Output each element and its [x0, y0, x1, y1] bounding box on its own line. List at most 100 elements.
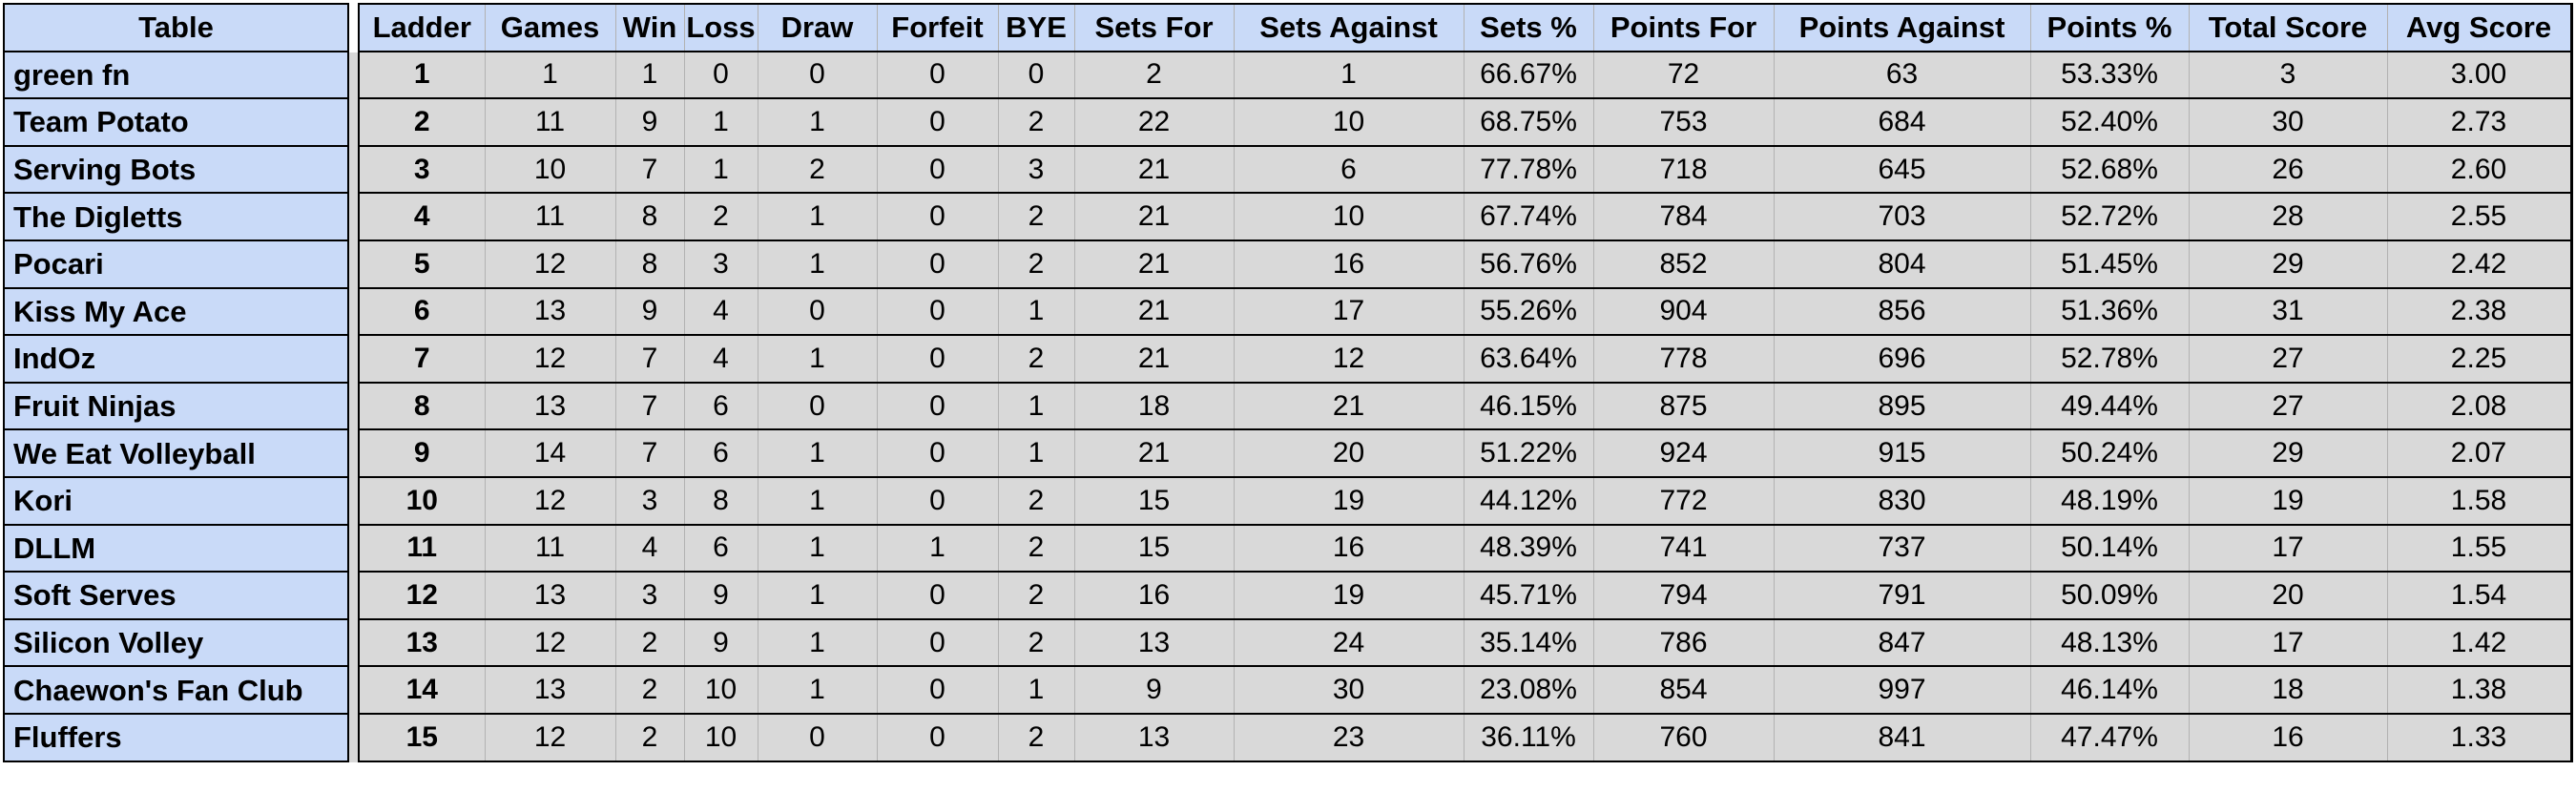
table-row: Serving Bots [4, 144, 348, 195]
avg-score-cell: 2.38 [2386, 286, 2572, 337]
column-header-forfeit: Forfeit [876, 4, 999, 52]
sets-pct-cell: 77.78% [1463, 144, 1594, 195]
team-name-cell: Silicon Volley [4, 617, 348, 668]
forfeit-cell: 1 [876, 523, 999, 573]
sets-against-cell: 21 [1233, 381, 1465, 431]
games-cell: 1 [484, 50, 616, 100]
table-row: green fn [4, 50, 348, 100]
avg-score-cell: 2.55 [2386, 192, 2572, 241]
points-pct-cell: 50.14% [2029, 523, 2190, 573]
win-cell: 8 [614, 192, 685, 241]
ladder-cell: 3 [358, 144, 486, 195]
loss-cell: 2 [683, 192, 758, 241]
sets-for-cell: 15 [1073, 523, 1235, 573]
win-cell: 2 [614, 617, 685, 668]
table-row: 2 11 9 1 1 0 2 22 10 68.75% 753 684 52.40% 30 2.73 [358, 97, 2572, 147]
points-against-cell: 703 [1773, 192, 2031, 241]
team-name-cell: IndOz [4, 334, 348, 384]
sets-against-cell: 24 [1233, 617, 1465, 668]
draw-cell: 2 [757, 144, 878, 195]
bye-cell: 2 [997, 475, 1075, 526]
table-row: 4 11 8 2 1 0 2 21 10 67.74% 784 703 52.72% 28 2.55 [358, 192, 2572, 241]
table-row: Soft Serves [4, 571, 348, 620]
games-cell: 10 [484, 144, 616, 195]
win-cell: 3 [614, 571, 685, 620]
sets-against-cell: 23 [1233, 712, 1465, 762]
ladder-cell: 5 [358, 239, 486, 289]
sets-pct-cell: 68.75% [1463, 97, 1594, 147]
forfeit-cell: 0 [876, 50, 999, 100]
points-pct-cell: 47.47% [2029, 712, 2190, 762]
loss-cell: 0 [683, 50, 758, 100]
points-against-cell: 737 [1773, 523, 2031, 573]
sets-against-cell: 1 [1233, 50, 1465, 100]
bye-cell: 2 [997, 523, 1075, 573]
points-against-cell: 63 [1773, 50, 2031, 100]
points-for-cell: 852 [1592, 239, 1775, 289]
total-score-cell: 19 [2188, 475, 2388, 526]
team-name-cell: Serving Bots [4, 144, 348, 195]
points-against-cell: 684 [1773, 97, 2031, 147]
total-score-cell: 27 [2188, 334, 2388, 384]
points-pct-cell: 51.36% [2029, 286, 2190, 337]
loss-cell: 10 [683, 712, 758, 762]
sets-against-cell: 20 [1233, 428, 1465, 478]
points-against-cell: 997 [1773, 665, 2031, 715]
draw-cell: 1 [757, 665, 878, 715]
avg-score-cell: 2.73 [2386, 97, 2572, 147]
avg-score-cell: 3.00 [2386, 50, 2572, 100]
loss-cell: 3 [683, 239, 758, 289]
points-against-cell: 804 [1773, 239, 2031, 289]
table-row: 15 12 2 10 0 0 2 13 23 36.11% 760 841 47.47% 16 1.33 [358, 712, 2572, 762]
win-cell: 2 [614, 665, 685, 715]
points-for-cell: 854 [1592, 665, 1775, 715]
sets-pct-cell: 35.14% [1463, 617, 1594, 668]
avg-score-cell: 1.42 [2386, 617, 2572, 668]
sets-for-cell: 21 [1073, 192, 1235, 241]
table-row: We Eat Volleyball [4, 428, 348, 478]
forfeit-cell: 0 [876, 712, 999, 762]
avg-score-cell: 1.33 [2386, 712, 2572, 762]
points-pct-cell: 48.13% [2029, 617, 2190, 668]
forfeit-cell: 0 [876, 475, 999, 526]
sets-pct-cell: 45.71% [1463, 571, 1594, 620]
table-row: 14 13 2 10 1 0 1 9 30 23.08% 854 997 46.14% 18 1.38 [358, 665, 2572, 715]
sets-for-cell: 22 [1073, 97, 1235, 147]
win-cell: 7 [614, 144, 685, 195]
sets-pct-cell: 56.76% [1463, 239, 1594, 289]
avg-score-cell: 2.07 [2386, 428, 2572, 478]
win-cell: 7 [614, 381, 685, 431]
forfeit-cell: 0 [876, 97, 999, 147]
ladder-cell: 14 [358, 665, 486, 715]
games-cell: 14 [484, 428, 616, 478]
table-row: 13 12 2 9 1 0 2 13 24 35.14% 786 847 48.13% 17 1.42 [358, 617, 2572, 668]
games-cell: 12 [484, 712, 616, 762]
table-row: Team Potato [4, 97, 348, 147]
draw-cell: 1 [757, 334, 878, 384]
team-name-cell: Kiss My Ace [4, 286, 348, 337]
sets-against-cell: 19 [1233, 571, 1465, 620]
forfeit-cell: 0 [876, 239, 999, 289]
ladder-cell: 7 [358, 334, 486, 384]
draw-cell: 0 [757, 381, 878, 431]
sets-pct-cell: 67.74% [1463, 192, 1594, 241]
draw-cell: 0 [757, 286, 878, 337]
sets-against-cell: 30 [1233, 665, 1465, 715]
table-row: Kori [4, 475, 348, 526]
points-against-cell: 841 [1773, 712, 2031, 762]
bye-cell: 2 [997, 239, 1075, 289]
win-cell: 9 [614, 286, 685, 337]
column-header-games: Games [484, 4, 616, 52]
table-row: The Digletts [4, 192, 348, 241]
table-row: Chaewon's Fan Club [4, 665, 348, 715]
sets-pct-cell: 46.15% [1463, 381, 1594, 431]
column-header-ladder: Ladder [358, 4, 486, 52]
team-name-cell: Kori [4, 475, 348, 526]
sets-for-cell: 21 [1073, 239, 1235, 289]
points-against-cell: 915 [1773, 428, 2031, 478]
sets-for-cell: 13 [1073, 712, 1235, 762]
table-row: IndOz [4, 334, 348, 384]
team-name-cell: The Digletts [4, 192, 348, 241]
sets-for-cell: 15 [1073, 475, 1235, 526]
draw-cell: 0 [757, 712, 878, 762]
